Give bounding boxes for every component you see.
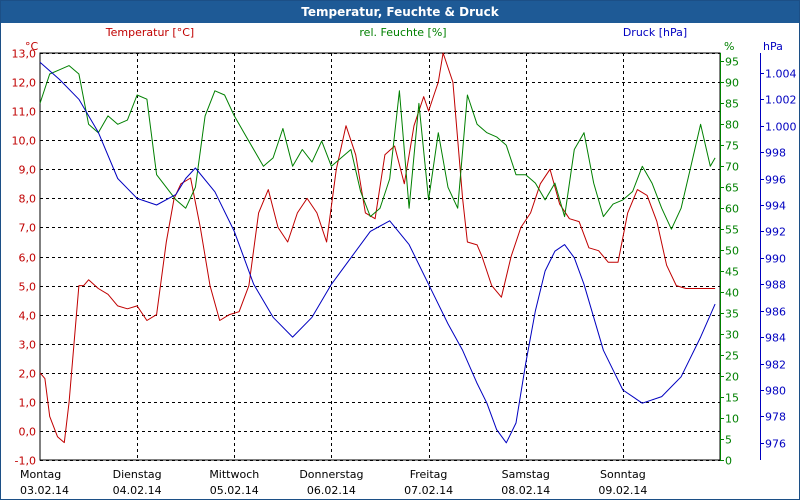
y-left-tick-label: 10,0 [12, 135, 37, 148]
legend-temperature: Temperatur [°C] [105, 26, 194, 39]
y-left-tick-label: 11,0 [12, 106, 37, 119]
y-right2-tick-label: 996 [765, 174, 786, 187]
x-tick-day-label: Samstag [502, 468, 550, 481]
x-tick-date-label: 03.02.14 [20, 484, 69, 497]
y-right2-tick-label: 986 [765, 306, 786, 319]
x-tick-day-label: Mittwoch [209, 468, 259, 481]
y-left-tick-label: 1,0 [19, 397, 37, 410]
unit-right-pressure: hPa [763, 40, 783, 53]
x-tick-day-label: Dienstag [113, 468, 162, 481]
plot-axes [39, 52, 764, 461]
unit-left: °C [25, 40, 39, 53]
x-tick-day-label: Freitag [410, 468, 448, 481]
y-right1-tick-label: 80 [725, 119, 739, 132]
y-left-tick-label: 12,0 [12, 77, 37, 90]
y-right2-tick-label: 984 [765, 332, 786, 345]
y-right2-tick-label: 980 [765, 385, 786, 398]
y-right2-tick-label: 1.002 [765, 94, 797, 107]
series-lines [39, 52, 716, 444]
y-right2-tick-label: 990 [765, 253, 786, 266]
plot-area [39, 52, 721, 461]
y-left-tick-label: 2,0 [19, 368, 37, 381]
y-left-tick-label: 7,0 [19, 222, 37, 235]
y-right1-tick-label: 50 [725, 245, 739, 258]
y-right1-tick-label: 20 [725, 371, 739, 384]
y-right1-tick-label: 45 [725, 266, 739, 279]
x-tick-day-label: Montag [20, 468, 61, 481]
y-right1-tick-label: 70 [725, 161, 739, 174]
y-left-tick-label: -1,0 [15, 455, 36, 468]
legend-pressure: Druck [hPa] [623, 26, 687, 39]
x-tick-date-label: 09.02.14 [598, 484, 647, 497]
axis-labels: Temperatur [°C] rel. Feuchte [%] Druck [… [12, 26, 797, 497]
grid-lines [40, 53, 720, 461]
y-right2-tick-label: 998 [765, 147, 786, 160]
y-right1-tick-label: 35 [725, 308, 739, 321]
x-tick-date-label: 05.02.14 [210, 484, 259, 497]
y-left-tick-label: 8,0 [19, 193, 37, 206]
y-left-tick-label: 0,0 [19, 426, 37, 439]
legend-humidity: rel. Feuchte [%] [359, 26, 446, 39]
y-right2-tick-label: 1.004 [765, 68, 797, 81]
unit-right-humidity: % [724, 40, 734, 53]
x-tick-date-label: 07.02.14 [404, 484, 453, 497]
pressure-line [39, 61, 716, 444]
y-right1-tick-label: 75 [725, 140, 739, 153]
chart-title: Temperatur, Feuchte & Druck [1, 1, 799, 23]
y-right2-tick-label: 978 [765, 411, 786, 424]
y-right1-tick-label: 10 [725, 413, 739, 426]
y-right2-tick-label: 988 [765, 279, 786, 292]
y-right1-tick-label: 95 [725, 56, 739, 69]
x-tick-day-label: Sonntag [600, 468, 646, 481]
y-right2-tick-label: 992 [765, 226, 786, 239]
y-right1-tick-label: 5 [725, 434, 732, 447]
y-right1-tick-label: 55 [725, 224, 739, 237]
y-left-tick-label: 9,0 [19, 164, 37, 177]
y-left-tick-label: 13,0 [12, 48, 37, 61]
y-right1-tick-label: 25 [725, 350, 739, 363]
y-right2-tick-label: 1.000 [765, 121, 797, 134]
y-right1-tick-label: 90 [725, 77, 739, 90]
y-right1-tick-label: 60 [725, 203, 739, 216]
y-right1-tick-label: 15 [725, 392, 739, 405]
y-left-tick-label: 6,0 [19, 252, 37, 265]
x-tick-date-label: 08.02.14 [501, 484, 550, 497]
x-tick-date-label: 04.02.14 [113, 484, 162, 497]
y-left-tick-label: 4,0 [19, 310, 37, 323]
humidity-line [39, 65, 716, 230]
x-tick-date-label: 06.02.14 [307, 484, 356, 497]
y-left-tick-label: 5,0 [19, 281, 37, 294]
y-right2-tick-label: 994 [765, 200, 786, 213]
y-right1-tick-label: 65 [725, 182, 739, 195]
y-left-tick-label: 3,0 [19, 339, 37, 352]
y-right1-tick-label: 30 [725, 329, 739, 342]
y-right1-tick-label: 0 [725, 455, 732, 468]
x-tick-day-label: Donnerstag [299, 468, 363, 481]
y-right2-tick-label: 976 [765, 438, 786, 451]
y-right2-tick-label: 982 [765, 359, 786, 372]
y-right1-tick-label: 40 [725, 287, 739, 300]
y-right1-tick-label: 85 [725, 98, 739, 111]
